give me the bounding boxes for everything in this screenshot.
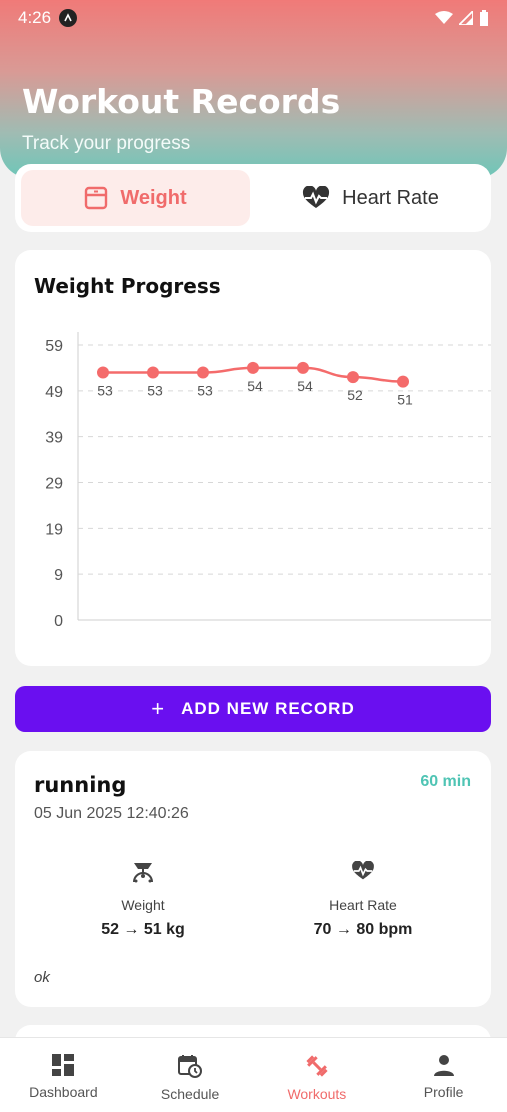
header: 4:26 Workout Records Track your progress xyxy=(0,0,507,178)
tab-weight[interactable]: Weight xyxy=(21,170,250,226)
heart-pulse-icon xyxy=(303,186,330,208)
y-tick-label: 9 xyxy=(54,567,63,584)
data-point xyxy=(247,361,259,374)
scale-icon xyxy=(85,186,108,210)
y-tick-label: 29 xyxy=(45,476,63,493)
data-label: 52 xyxy=(347,387,363,403)
schedule-icon xyxy=(178,1055,203,1078)
tabs: Weight Heart Rate xyxy=(15,164,491,232)
nav-workouts-label: Workouts xyxy=(287,1086,347,1102)
record-activity: running xyxy=(34,773,127,797)
data-label: 51 xyxy=(397,392,413,408)
status-time: 4:26 xyxy=(18,8,52,27)
data-point xyxy=(197,366,209,379)
nav-profile-label: Profile xyxy=(423,1084,464,1100)
tab-weight-label: Weight xyxy=(120,186,187,209)
wifi-icon xyxy=(435,11,453,24)
y-tick-label: 0 xyxy=(54,613,63,630)
record-card[interactable]: running 05 Jun 2025 12:40:26 60 min Weig… xyxy=(15,751,491,1007)
data-point xyxy=(297,361,309,374)
record-weight-stat: Weight 52 → 51 kg xyxy=(33,861,253,939)
page-title: Workout Records xyxy=(22,82,341,121)
bottom-nav: Dashboard Schedule Workouts Profile xyxy=(0,1037,507,1112)
data-label: 54 xyxy=(247,378,263,394)
y-tick-label: 19 xyxy=(45,521,63,538)
nav-dashboard[interactable]: Dashboard xyxy=(0,1038,127,1112)
dashboard-icon xyxy=(52,1054,75,1076)
record-note: ok xyxy=(34,969,50,986)
nav-schedule-label: Schedule xyxy=(160,1086,220,1102)
record-duration: 60 min xyxy=(420,773,471,790)
weight-chart-card: Weight Progress 59 49 39 29 19 9 0 53 53 53 54 54 52… xyxy=(15,250,491,666)
app-notification-icon xyxy=(59,9,78,27)
add-new-record-label: ADD NEW RECORD xyxy=(181,699,355,718)
data-point xyxy=(147,366,159,379)
data-point xyxy=(97,366,109,379)
data-point xyxy=(397,375,409,388)
data-label: 53 xyxy=(97,383,113,399)
page-subtitle: Track your progress xyxy=(22,133,191,154)
record-weight-label: Weight xyxy=(121,897,165,913)
dumbbell-icon xyxy=(306,1055,328,1077)
nav-profile[interactable]: Profile xyxy=(380,1038,507,1112)
nav-dashboard-label: Dashboard xyxy=(29,1084,98,1100)
y-tick-label: 49 xyxy=(45,384,63,401)
y-tick-label: 59 xyxy=(45,338,63,355)
record-heart-rate-stat: Heart Rate 70 → 80 bpm xyxy=(253,861,473,939)
chart-title: Weight Progress xyxy=(34,274,221,298)
record-date: 05 Jun 2025 12:40:26 xyxy=(34,805,189,822)
weight-chart: 59 49 39 29 19 9 0 53 53 53 54 54 52 51 xyxy=(45,332,491,630)
weight-scale-icon xyxy=(133,863,153,883)
person-icon xyxy=(433,1055,454,1076)
y-tick-label: 39 xyxy=(45,430,63,447)
battery-icon xyxy=(480,10,488,26)
record-heart-rate-label: Heart Rate xyxy=(329,897,397,913)
signal-icon xyxy=(459,11,473,25)
nav-schedule[interactable]: Schedule xyxy=(127,1038,254,1112)
add-new-record-button[interactable]: + ADD NEW RECORD xyxy=(15,686,491,732)
record-heart-rate-value: 70 → 80 bpm xyxy=(313,921,413,938)
data-label: 53 xyxy=(197,383,213,399)
heart-pulse-icon xyxy=(352,861,374,880)
record-weight-value: 52 → 51 kg xyxy=(101,921,185,938)
data-point xyxy=(347,371,359,384)
data-label: 53 xyxy=(147,383,163,399)
tab-heart-rate[interactable]: Heart Rate xyxy=(256,170,485,226)
data-label: 54 xyxy=(297,378,313,394)
nav-workouts[interactable]: Workouts xyxy=(254,1038,381,1112)
status-bar: 4:26 xyxy=(0,0,507,36)
tab-heart-rate-label: Heart Rate xyxy=(342,186,439,209)
plus-icon: + xyxy=(151,696,166,721)
